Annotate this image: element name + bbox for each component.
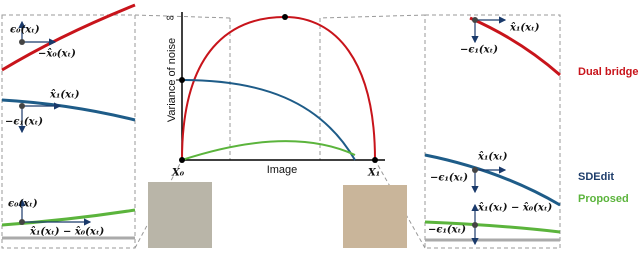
start-label: X₀ <box>171 168 185 179</box>
label: −ϵ₁(xₜ) <box>460 45 498 56</box>
label: x̂₁(xₜ) <box>477 152 508 163</box>
label: −ϵ₁(xₜ) <box>430 173 468 184</box>
legend-dual-bridge: Dual bridge <box>578 66 639 78</box>
curve-dual-bridge <box>1 3 136 72</box>
label: −x̂₀(xₜ) <box>38 49 76 60</box>
zoom-panel <box>424 14 561 249</box>
source-image <box>148 182 212 248</box>
curve-sdedit <box>181 79 356 161</box>
curve-proposed <box>424 220 561 234</box>
curve-dual-bridge <box>469 16 561 77</box>
output-image <box>343 185 407 248</box>
zoom-panel <box>1 14 136 249</box>
curve-proposed <box>181 140 356 161</box>
label: x̂₁(xₜ) − x̂₀(xₜ) <box>477 203 553 214</box>
label: x̂₁(xₜ) <box>49 90 80 101</box>
label: −ϵ₁(xₜ) <box>5 117 43 128</box>
legend-sdedit: SDEdit <box>578 171 614 183</box>
arrows <box>471 16 507 246</box>
x-axis-label: Image <box>267 164 298 176</box>
curve-dual-bridge <box>181 15 376 161</box>
curve-sdedit <box>1 98 136 122</box>
curve-sdedit <box>424 153 561 207</box>
label: x̂₁(xₜ) − x̂₀(xₜ) <box>29 227 105 238</box>
label: −ϵ₁(xₜ) <box>428 225 466 236</box>
label: x̂₁(xₜ) <box>509 23 540 34</box>
y-axis-label: Variance of noise <box>166 38 178 122</box>
arrows <box>18 20 92 226</box>
legend-proposed: Proposed <box>578 193 629 205</box>
label: ϵ₀(xₜ) <box>8 199 38 210</box>
label: ϵ₀(xₜ) <box>10 25 40 36</box>
infinity: ∞ <box>166 12 174 24</box>
end-label: X₁ <box>367 168 380 179</box>
curve-proposed <box>1 208 136 227</box>
